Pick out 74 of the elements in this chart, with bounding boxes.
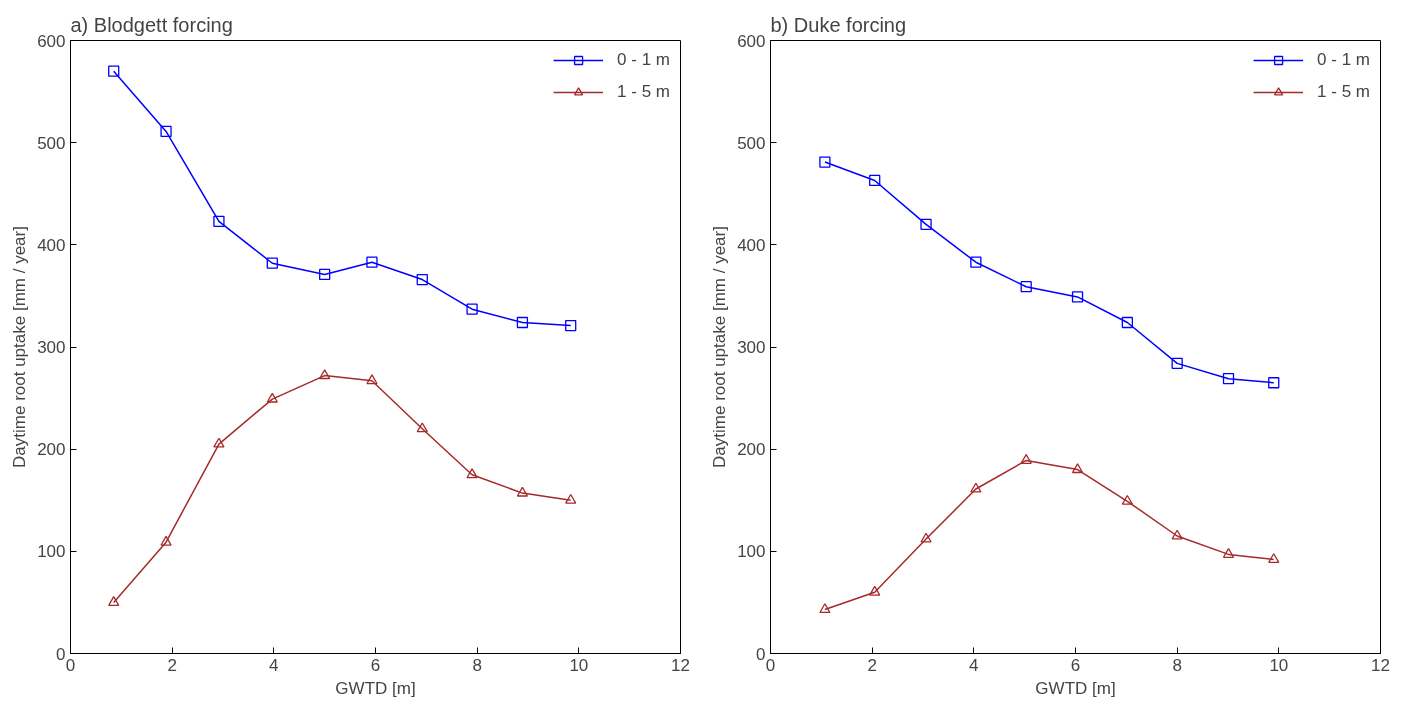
point [1071, 463, 1084, 474]
point [516, 316, 529, 329]
y-tick-label: 500 [737, 133, 766, 153]
y-tick-label: 400 [37, 235, 66, 255]
chart-title: a) Blodgett forcing [70, 13, 233, 36]
point [416, 273, 428, 286]
point [466, 468, 478, 479]
y-axis-title: Daytime root uptake [mm / year] [10, 226, 30, 468]
point [366, 256, 378, 268]
x-tick-label: 6 [370, 655, 381, 675]
point [565, 319, 577, 332]
point [266, 392, 278, 403]
point [213, 437, 225, 448]
x-tick-label: 6 [1070, 655, 1081, 675]
point [819, 603, 831, 614]
point [1071, 291, 1084, 303]
point [1171, 357, 1183, 369]
point [565, 493, 577, 504]
point [108, 595, 120, 606]
point [920, 218, 932, 231]
x-axis-title: GWTD [m] [1035, 678, 1116, 698]
y-axis-title: Daytime root uptake [mm / year] [710, 226, 730, 468]
point [1020, 453, 1032, 464]
point [1268, 553, 1280, 564]
point [1222, 373, 1235, 385]
point [970, 256, 982, 268]
legend-label: 0 - 1 m [1317, 50, 1370, 70]
point [160, 125, 172, 138]
legend-label: 1 - 5 m [617, 82, 670, 102]
x-tick-label: 12 [1371, 655, 1390, 675]
point [970, 482, 982, 493]
point [1268, 377, 1280, 389]
point [319, 369, 331, 380]
x-tick-label: 2 [167, 655, 177, 675]
point [213, 215, 225, 227]
point [1222, 547, 1235, 558]
y-tick-label: 600 [37, 31, 66, 51]
x-tick-label: 8 [472, 655, 482, 675]
y-tick-label: 400 [737, 235, 766, 255]
legend-label: 0 - 1 m [617, 50, 670, 70]
y-tick-label: 100 [37, 542, 66, 562]
point [160, 535, 172, 546]
x-tick-label: 8 [1172, 655, 1182, 675]
y-tick-label: 200 [737, 440, 766, 460]
x-tick-label: 10 [569, 655, 589, 675]
point [108, 65, 120, 77]
chart-title: b) Duke forcing [770, 13, 907, 36]
point [819, 156, 831, 168]
point [319, 268, 331, 281]
legend-label: 1 - 5 m [1317, 82, 1370, 102]
point [920, 532, 932, 543]
y-tick-label: 200 [37, 440, 66, 460]
x-tick-label: 4 [969, 655, 979, 675]
x-tick-label: 2 [867, 655, 877, 675]
point [466, 303, 478, 315]
point [516, 486, 529, 497]
point [1121, 316, 1133, 329]
y-tick-label: 600 [737, 31, 766, 51]
point [869, 585, 881, 596]
x-axis-title: GWTD [m] [335, 678, 416, 698]
point [366, 374, 378, 385]
point [1171, 529, 1183, 540]
point [1121, 494, 1133, 505]
y-tick-label: 100 [737, 542, 766, 562]
point [416, 422, 428, 433]
point [1020, 281, 1032, 293]
point [869, 174, 881, 187]
y-tick-label: 500 [37, 133, 66, 153]
x-tick-label: 4 [269, 655, 279, 675]
y-tick-label: 300 [37, 338, 66, 357]
x-tick-label: 10 [1269, 655, 1289, 675]
point [266, 257, 278, 269]
y-tick-label: 300 [737, 338, 766, 357]
x-tick-label: 12 [671, 655, 690, 675]
